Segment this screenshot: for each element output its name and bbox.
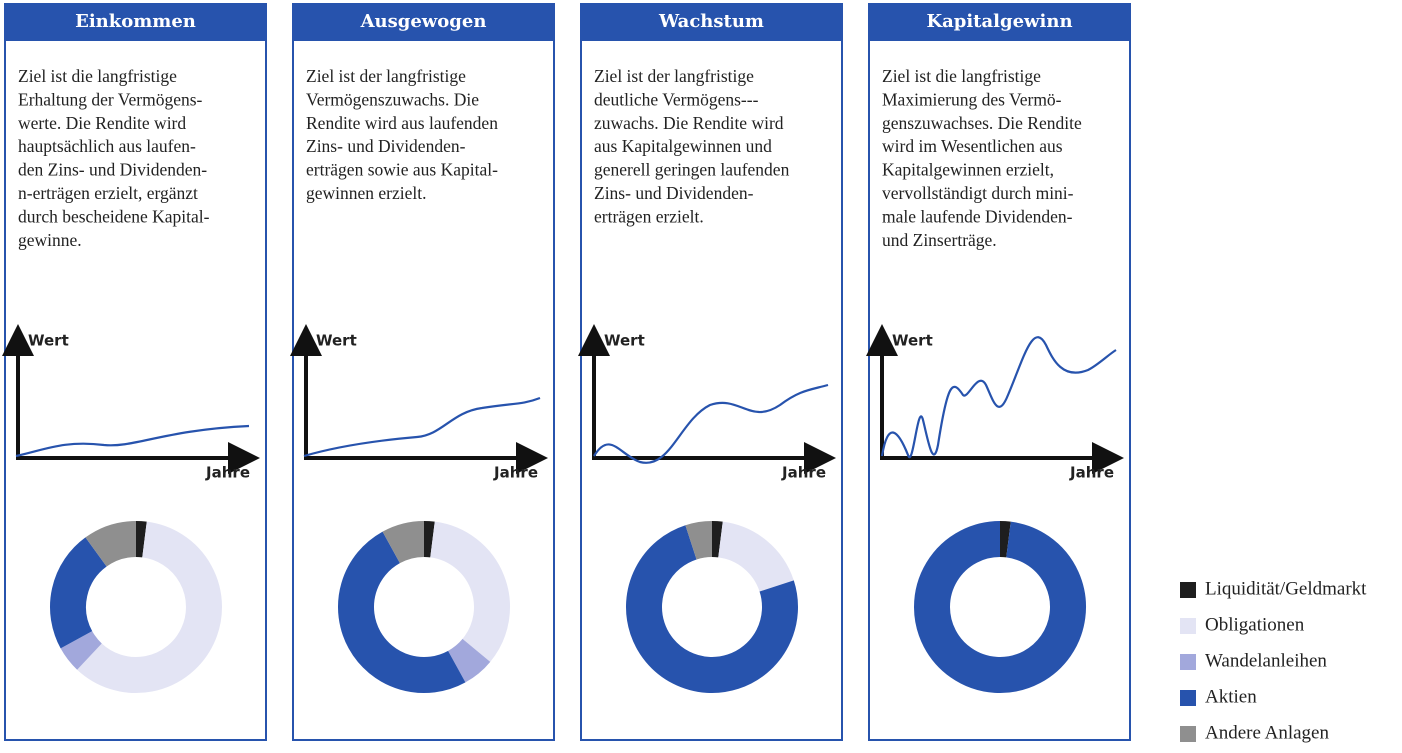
panel-text: Erhaltung der Vermögens- bbox=[18, 89, 203, 109]
donut-segment bbox=[429, 521, 510, 662]
panel-title: Einkommen bbox=[75, 11, 196, 32]
donut-segment bbox=[50, 537, 108, 649]
panel-header bbox=[868, 3, 1131, 41]
panel-text: Ziel ist die langfristige bbox=[18, 66, 177, 86]
value-curve bbox=[15, 424, 250, 458]
x-axis-label: Jahre bbox=[781, 464, 826, 482]
panel-text: hauptsächlich aus laufen- bbox=[18, 136, 196, 156]
panel-text: werte. Die Rendite wird bbox=[18, 113, 186, 133]
panel-text: generell geringen laufenden bbox=[594, 160, 790, 180]
x-axis-label: Jahre bbox=[1069, 464, 1114, 482]
legend-swatch bbox=[1180, 654, 1196, 670]
panel: Ausgewogen Ziel ist der langfristige Vermö… bbox=[290, 3, 555, 741]
panel-text: n-erträgen erzielt, ergänzt bbox=[18, 183, 198, 203]
panel-text: wird im Wesentlichen aus bbox=[882, 136, 1063, 156]
legend-label: Liquidität/Geldmarkt bbox=[1205, 578, 1367, 599]
legend-label: Aktien bbox=[1205, 686, 1257, 707]
panel-text: gewinne. bbox=[18, 230, 82, 250]
panel-text: Vermögenszuwachs. Die bbox=[306, 89, 479, 109]
panel-text: durch bescheidene Kapital- bbox=[18, 206, 210, 226]
panel-text: gewinnen erzielt. bbox=[306, 183, 427, 203]
donut-segment bbox=[423, 521, 435, 558]
legend-label: Wandelanleihen bbox=[1205, 650, 1327, 671]
y-axis-label: Wert bbox=[316, 332, 357, 350]
donut-segment bbox=[85, 521, 137, 567]
x-axis-label: Jahre bbox=[493, 464, 538, 482]
donut-segment bbox=[447, 638, 491, 683]
donut-segment bbox=[999, 521, 1011, 558]
panel-text: zuwachs. Die Rendite wird bbox=[594, 113, 784, 133]
panel-text: Zins- und Dividenden- bbox=[306, 136, 466, 156]
panel-text: Zins- und Dividenden- bbox=[594, 183, 754, 203]
panel: Kapitalgewinn Ziel ist die langfristige Ma… bbox=[866, 3, 1131, 741]
donut-segment bbox=[717, 521, 794, 593]
panel-text: Ziel ist die langfristige bbox=[882, 66, 1041, 86]
legend-label: Obligationen bbox=[1205, 614, 1305, 635]
panel-text: erträgen sowie aus Kapital- bbox=[306, 160, 498, 180]
panel-text: genszuwachses. Die Rendite bbox=[882, 113, 1082, 133]
panel-header bbox=[292, 3, 555, 41]
value-curve bbox=[593, 383, 829, 464]
panel-text: Maximierung des Vermö- bbox=[882, 89, 1062, 109]
panel-header bbox=[580, 3, 843, 41]
panel-text: vervollständigt durch mini- bbox=[882, 183, 1074, 203]
donut-segment bbox=[685, 521, 713, 560]
panel-text: erträgen erzielt. bbox=[594, 206, 704, 226]
panel-title: Kapitalgewinn bbox=[926, 11, 1072, 32]
value-curve bbox=[303, 396, 541, 458]
legend-label: Andere Anlagen bbox=[1205, 722, 1329, 743]
panel-text: aus Kapitalgewinnen und bbox=[594, 136, 772, 156]
legend-swatch bbox=[1180, 726, 1196, 742]
y-axis-label: Wert bbox=[28, 332, 69, 350]
panel-text: Rendite wird aus laufenden bbox=[306, 113, 498, 133]
y-axis-label: Wert bbox=[604, 332, 645, 350]
panel-text: deutliche Vermögens--- bbox=[594, 89, 759, 109]
donut-segment bbox=[60, 630, 103, 670]
legend-swatch bbox=[1180, 618, 1196, 634]
donut-segment bbox=[135, 521, 147, 558]
donut-segment bbox=[338, 531, 466, 693]
panel-text: Ziel ist der langfristige bbox=[306, 66, 466, 86]
x-axis-label: Jahre bbox=[205, 464, 250, 482]
donut-segment bbox=[626, 525, 798, 693]
panel-header bbox=[4, 3, 267, 41]
panel-text: den Zins- und Dividenden- bbox=[18, 160, 207, 180]
panel-text: male laufende Dividenden- bbox=[882, 206, 1073, 226]
donut-segment bbox=[711, 521, 723, 558]
legend-swatch bbox=[1180, 582, 1196, 598]
panel: Wachstum Ziel ist der langfristige deutlic… bbox=[578, 3, 843, 741]
panel-text: Kapitalgewinnen erzielt, bbox=[882, 160, 1054, 180]
donut-segment bbox=[77, 521, 222, 693]
panel-text: und Zinserträge. bbox=[882, 230, 997, 250]
panel-text: Ziel ist der langfristige bbox=[594, 66, 754, 86]
panel-title: Ausgewogen bbox=[360, 11, 487, 32]
donut-segment bbox=[914, 521, 1086, 693]
value-curve bbox=[880, 336, 1117, 459]
y-axis-label: Wert bbox=[892, 332, 933, 350]
legend-swatch bbox=[1180, 690, 1196, 706]
panel: Einkommen Ziel ist die langfristige Erhalt… bbox=[2, 3, 267, 741]
donut-segment bbox=[382, 521, 425, 564]
panel-title: Wachstum bbox=[658, 11, 764, 32]
